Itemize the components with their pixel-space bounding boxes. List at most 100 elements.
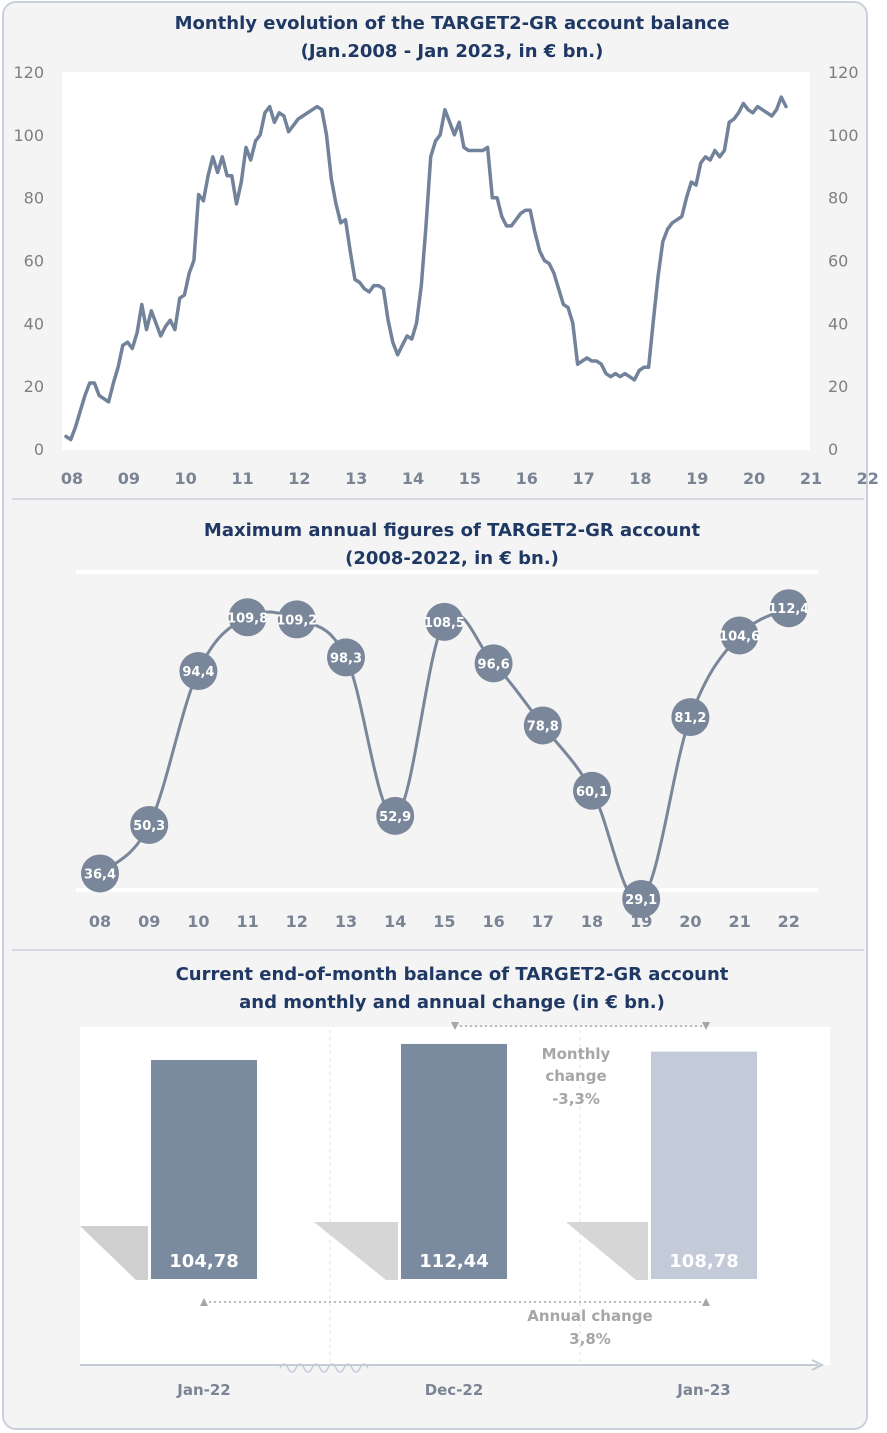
chart1-xtick: 21 — [800, 469, 822, 488]
chart3-bar — [399, 1041, 509, 1281]
chart2-point-marker — [228, 598, 267, 637]
chart2-point-marker — [720, 616, 759, 655]
chart2-xtick: 12 — [286, 912, 308, 931]
chart2-point-label: 81,2 — [674, 711, 706, 726]
chart1-xtick: 20 — [743, 469, 765, 488]
annual-change-label: Annual change — [527, 1307, 652, 1325]
chart1-xtick: 13 — [345, 469, 367, 488]
chart3-bar — [149, 1058, 259, 1281]
chart2-point-marker — [130, 805, 169, 844]
chart1-ytick-left: 120 — [13, 63, 44, 82]
chart1-xtick: 19 — [686, 469, 708, 488]
monthly-change-value: -3,3% — [552, 1090, 600, 1108]
chart1-y-axis-right: 0 20 40 60 80 100 120 — [828, 63, 859, 459]
monthly-arrow-head-right — [702, 1022, 710, 1030]
chart1-xtick: 22 — [857, 469, 879, 488]
chart2-xtick: 10 — [187, 912, 209, 931]
chart1-ytick-right: 20 — [828, 377, 848, 396]
chart1-ytick-left: 0 — [34, 440, 44, 459]
chart2-xtick: 21 — [728, 912, 750, 931]
chart2-title: Maximum annual figures of TARGET2-GR acc… — [204, 520, 701, 541]
chart1-xtick: 16 — [516, 469, 538, 488]
chart1-ytick-left: 80 — [24, 189, 44, 208]
chart2-xtick: 20 — [679, 912, 701, 931]
chart2-point-label: 96,6 — [478, 657, 510, 672]
axis-break-squiggle — [279, 1363, 369, 1373]
chart2-point-label: 29,1 — [625, 893, 657, 908]
chart2-series-line — [98, 606, 790, 902]
chart1-xtick: 14 — [402, 469, 424, 488]
chart2-point-label: 98,3 — [330, 651, 362, 666]
chart2-xtick: 17 — [532, 912, 554, 931]
annual-arrow-head-left — [200, 1298, 208, 1306]
chart2-xtick: 11 — [236, 912, 258, 931]
monthly-change-label-2: change — [545, 1067, 606, 1085]
chart2-point-label: 60,1 — [576, 785, 608, 800]
chart2-point-marker — [376, 796, 415, 835]
chart1-xtick: 17 — [572, 469, 594, 488]
chart2-markers: 36,4 50,3 94,4 109,8 109,2 98,3 52,9 108,5 96,6 7… — [81, 589, 809, 918]
chart2-point-marker — [622, 879, 661, 918]
chart2-point-label: 104,6 — [719, 629, 760, 644]
chart2-point-marker — [327, 638, 365, 677]
chart2-point-marker — [81, 854, 119, 893]
chart1-xtick: 12 — [288, 469, 310, 488]
monthly-balance-chart: Monthly evolution of the TARGET2-GR acco… — [13, 13, 879, 488]
chart3-category-label: Dec-22 — [425, 1381, 484, 1399]
chart1-plot-area — [62, 72, 810, 450]
chart2-xtick: 18 — [581, 912, 603, 931]
chart2-point-label: 94,4 — [182, 665, 214, 680]
chart2-point-label: 36,4 — [84, 867, 116, 882]
chart1-xtick: 10 — [175, 469, 197, 488]
chart2-xtick: 08 — [89, 912, 111, 931]
chart2-point-marker — [523, 706, 562, 745]
monthly-change-label-1: Monthly — [542, 1045, 611, 1063]
chart2-point-label: 109,8 — [227, 611, 268, 626]
chart1-ytick-left: 20 — [24, 377, 44, 396]
chart2-point-marker — [277, 600, 316, 639]
chart1-xtick: 08 — [61, 469, 83, 488]
chart2-point-label: 112,4 — [768, 602, 809, 617]
chart1-subtitle: (Jan.2008 - Jan 2023, in € bn.) — [301, 41, 604, 62]
chart1-x-axis: 08091011121314151617181920212223 — [61, 469, 879, 488]
bar-shadow-1 — [80, 1226, 148, 1280]
chart2-xtick: 14 — [384, 912, 406, 931]
chart3-bar-label: 112,44 — [419, 1251, 488, 1272]
chart3-category-label: Jan-22 — [176, 1381, 230, 1399]
annual-maximum-chart: Maximum annual figures of TARGET2-GR acc… — [76, 520, 818, 931]
chart1-ytick-left: 60 — [24, 252, 44, 271]
chart2-subtitle: (2008-2022, in € bn.) — [345, 548, 559, 569]
chart2-point-label: 52,9 — [379, 810, 411, 825]
chart2-xtick: 22 — [778, 912, 800, 931]
chart1-ytick-right: 100 — [828, 126, 859, 145]
chart1-xtick: 18 — [629, 469, 651, 488]
bar-shadow-3 — [566, 1222, 648, 1280]
annual-arrow-head-right — [702, 1298, 710, 1306]
chart1-ytick-right: 120 — [828, 63, 859, 82]
chart3-category-label: Jan-23 — [676, 1381, 730, 1399]
chart2-xtick: 13 — [335, 912, 357, 931]
chart2-xtick: 09 — [138, 912, 160, 931]
chart2-point-marker — [573, 771, 611, 810]
chart3-axis-arrowhead — [811, 1359, 825, 1371]
chart2-xtick: 16 — [482, 912, 504, 931]
chart1-ytick-right: 0 — [828, 440, 838, 459]
chart2-point-marker — [474, 644, 513, 683]
chart3-x-axis: Jan-22 Dec-22 Jan-23 — [176, 1381, 730, 1399]
chart2-point-marker — [769, 589, 808, 628]
chart1-ytick-right: 60 — [828, 252, 848, 271]
annual-change-value: 3,8% — [569, 1330, 611, 1348]
chart1-ytick-right: 40 — [828, 314, 848, 333]
chart3-bar — [649, 1049, 759, 1281]
chart1-xtick: 15 — [459, 469, 481, 488]
chart1-ytick-right: 80 — [828, 189, 848, 208]
chart2-x-axis: 08 09 10 11 12 13 14 15 16 17 18 19 20 21 22 — [89, 912, 800, 931]
chart2-point-label: 108,5 — [424, 616, 465, 631]
chart2-point-label: 78,8 — [527, 719, 559, 734]
chart1-y-axis-left: 0 20 40 60 80 100 120 — [13, 63, 44, 459]
chart3-title: Current end-of-month balance of TARGET2-… — [176, 964, 729, 985]
chart3-bar-label: 108,78 — [669, 1251, 738, 1272]
chart2-point-marker — [425, 602, 464, 641]
monthly-arrow-head-left — [451, 1022, 459, 1030]
